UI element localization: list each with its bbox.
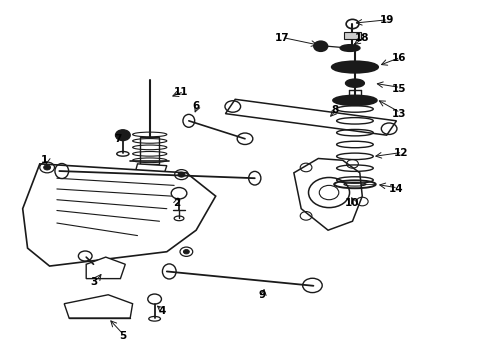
Text: 7: 7 (114, 134, 122, 144)
Polygon shape (344, 32, 361, 39)
Text: 3: 3 (90, 277, 97, 287)
Polygon shape (140, 137, 159, 164)
Circle shape (314, 41, 328, 51)
Text: 17: 17 (274, 33, 289, 43)
Text: 1: 1 (41, 155, 49, 165)
Ellipse shape (333, 95, 377, 105)
Circle shape (178, 172, 185, 177)
Text: 12: 12 (394, 148, 409, 158)
Polygon shape (142, 173, 158, 182)
Text: 9: 9 (259, 290, 266, 300)
Text: 19: 19 (380, 15, 394, 26)
Text: 18: 18 (355, 33, 369, 43)
Text: 8: 8 (332, 105, 339, 115)
Circle shape (44, 165, 50, 170)
Text: 2: 2 (173, 198, 180, 208)
Circle shape (116, 130, 130, 140)
Text: 6: 6 (193, 102, 200, 112)
Polygon shape (294, 158, 362, 230)
Text: 15: 15 (392, 84, 406, 94)
Polygon shape (64, 295, 133, 318)
Text: 14: 14 (389, 184, 404, 194)
Text: 10: 10 (345, 198, 360, 208)
Text: 5: 5 (119, 331, 126, 341)
Text: 4: 4 (158, 306, 166, 316)
Circle shape (183, 249, 189, 254)
Text: 13: 13 (392, 109, 406, 119)
Text: 16: 16 (392, 53, 406, 63)
Ellipse shape (345, 79, 364, 87)
Polygon shape (23, 164, 216, 266)
Ellipse shape (340, 45, 360, 51)
Text: 11: 11 (174, 87, 189, 97)
Polygon shape (86, 257, 125, 279)
Polygon shape (135, 164, 167, 173)
Ellipse shape (332, 61, 378, 73)
Polygon shape (225, 99, 396, 135)
